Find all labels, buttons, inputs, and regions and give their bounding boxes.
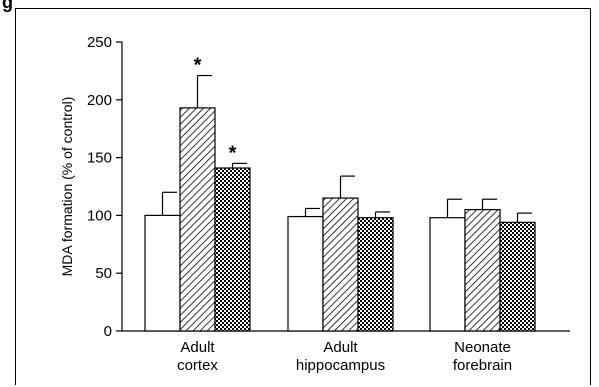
x-category-label: cortex	[177, 357, 218, 374]
significance-star: *	[229, 142, 237, 164]
y-axis: 0 50 100 150 200 250	[87, 34, 123, 340]
y-tick-label: 0	[104, 323, 112, 340]
bar-white-0	[144, 214, 181, 332]
x-category-label: hippocampus	[296, 357, 385, 374]
x-category-label: Neonate	[454, 339, 511, 356]
x-category-label: Adult	[323, 339, 358, 356]
bar-hatched-2	[464, 209, 501, 332]
figure-frame	[15, 8, 591, 385]
y-tick-label: 250	[87, 34, 112, 51]
bar-crosshatched-1	[357, 217, 394, 332]
x-category-label: forebrain	[453, 357, 512, 374]
bar-crosshatched-0	[214, 167, 251, 332]
bar-hatched-0	[179, 107, 216, 332]
bars-layer	[144, 74, 536, 332]
y-tick-label: 50	[95, 265, 112, 282]
figure-panel-label: g	[2, 0, 13, 12]
y-axis-title: MDA formation (% of control)	[59, 97, 75, 277]
bar-white-1	[287, 215, 324, 332]
y-tick-label: 150	[87, 150, 112, 167]
y-tick-label: 100	[87, 207, 112, 224]
bar-crosshatched-2	[499, 221, 536, 332]
bar-white-2	[429, 217, 466, 332]
bar-hatched-1	[322, 197, 359, 332]
significance-star: *	[194, 55, 202, 77]
x-category-label: Adult	[180, 339, 215, 356]
y-tick-label: 200	[87, 92, 112, 109]
labels-layer: MDA formation (% of control)**Adultcorte…	[59, 55, 512, 374]
